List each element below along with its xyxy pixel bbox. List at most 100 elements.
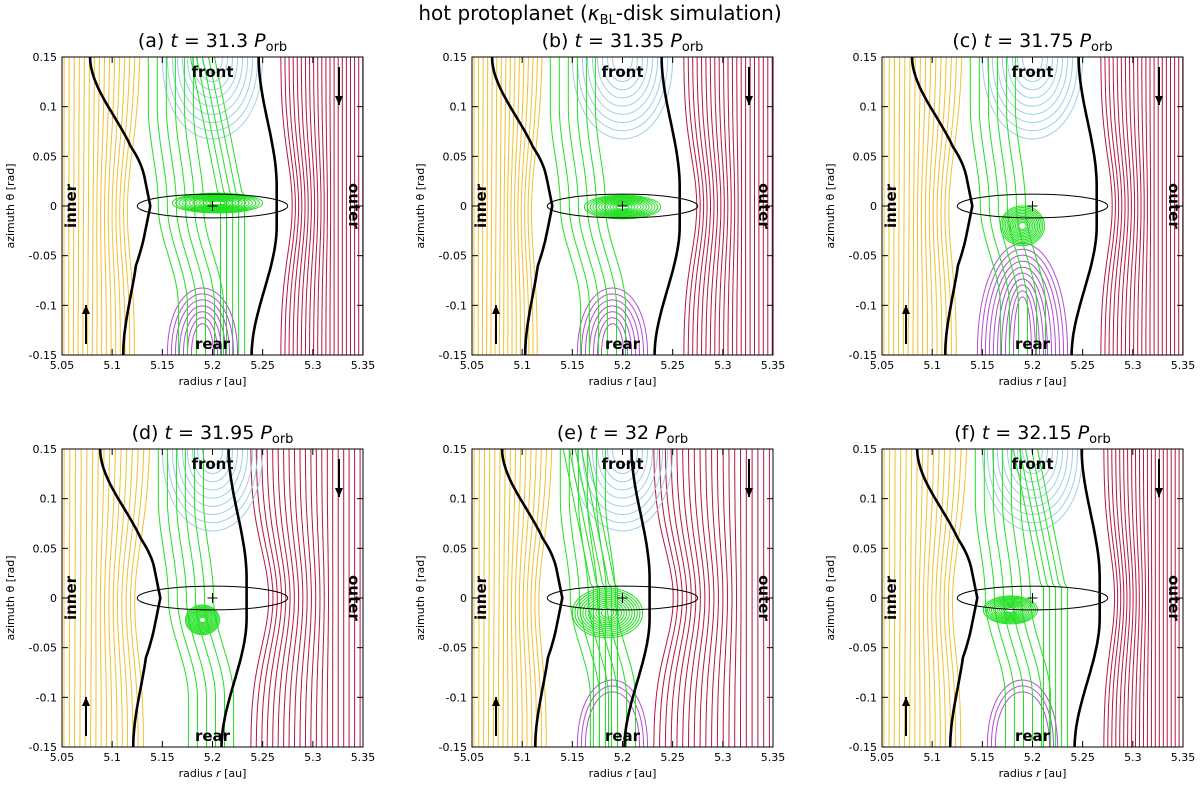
hill-sphere-ellipse: [956, 585, 1109, 611]
front-streamline: [1016, 57, 1049, 83]
front-streamline: [196, 449, 229, 475]
outer-streamline: [723, 57, 729, 355]
bound-circulation-line: [182, 194, 254, 212]
outer-streamline: [696, 57, 708, 355]
y-axis-label: azimuth θ [rad]: [414, 555, 427, 640]
green-streamline: [567, 57, 599, 355]
green-streamline: [156, 57, 188, 355]
inner-streamline: [920, 57, 927, 355]
streamlines: [473, 449, 770, 747]
bound-circulation-line: [579, 593, 636, 633]
front-green-streamline: [1025, 449, 1057, 747]
outer-streamline: [705, 57, 715, 355]
y-tick-label: 0.05: [853, 150, 878, 163]
front-streamline: [606, 57, 639, 83]
inner-streamline: [893, 57, 895, 355]
outer-streamline: [296, 57, 306, 355]
bound-circulation-line: [205, 200, 230, 207]
green-streamline: [987, 57, 1019, 355]
x-tick-label: 5.05: [50, 359, 75, 372]
y-tick-label: -0.05: [849, 250, 877, 263]
x-tick-label: 5.15: [560, 359, 585, 372]
outer-streamline: [1123, 449, 1131, 747]
outer-streamline: [676, 449, 692, 747]
inner-streamline: [119, 57, 131, 355]
bound-circulation-line: [585, 596, 630, 629]
inner-streamline: [108, 449, 116, 747]
separatrix-right: [1070, 57, 1098, 355]
y-tick-label: -0.1: [856, 299, 877, 312]
y-axis-label: azimuth θ [rad]: [824, 163, 837, 248]
inner-streamline: [125, 449, 139, 747]
inner-streamline: [914, 449, 918, 747]
outer-streamline: [1135, 449, 1140, 747]
outer-streamline: [1139, 449, 1143, 747]
outer-streamline: [1120, 57, 1129, 355]
outer-streamline: [1115, 449, 1125, 747]
outer-streamline: [699, 449, 710, 747]
x-axis-label: radius r [au]: [999, 767, 1067, 780]
arrow-up-icon: [82, 697, 90, 736]
planet-marker: [207, 201, 218, 211]
rear-streamline: [1000, 278, 1045, 355]
label-rear: rear: [195, 727, 231, 745]
bound-circulation-line: [587, 598, 628, 628]
hill-sphere-ellipse: [956, 193, 1109, 219]
green-streamline: [193, 449, 225, 747]
y-tick-label: 0.1: [860, 493, 878, 506]
inner-streamline: [518, 449, 527, 747]
outer-streamline: [300, 57, 309, 355]
y-tick-label: -0.1: [36, 299, 57, 312]
arrow-up-icon: [82, 305, 90, 344]
rear-streamline: [980, 248, 1065, 355]
rear-streamline: [584, 299, 641, 355]
y-tick-label: -0.05: [439, 642, 467, 655]
outer-streamline: [272, 449, 287, 747]
hill-sphere-ellipse: [136, 585, 289, 611]
outer-streamline: [693, 449, 706, 747]
x-tick-label: 5.25: [250, 359, 275, 372]
inner-streamline: [117, 449, 128, 747]
y-axis-label: azimuth θ [rad]: [824, 555, 837, 640]
inner-streamline: [952, 449, 968, 747]
green-streamline: [1005, 57, 1037, 355]
green-streamline: [586, 449, 618, 747]
inner-streamline: [522, 449, 532, 747]
y-tick-label: 0.05: [443, 150, 468, 163]
front-streamline: [1016, 449, 1049, 475]
inner-streamline: [897, 57, 901, 355]
outer-streamline: [1108, 57, 1120, 355]
x-axis-label: radius r [au]: [589, 375, 657, 388]
outer-streamline: [292, 57, 303, 355]
x-tick-label: 5.2: [1024, 359, 1042, 372]
label-front: front: [601, 455, 643, 473]
y-tick-label: 0.1: [40, 493, 58, 506]
arrow-down-icon: [1155, 67, 1163, 105]
outer-streamline: [1131, 449, 1137, 747]
outer-streamline: [1127, 449, 1134, 747]
panel-e: (e) t = 32 Porb front rear inner outer 5.05 5.…: [414, 422, 785, 780]
inner-streamline: [497, 449, 501, 747]
green-streamline: [549, 57, 581, 355]
x-tick-label: 5.15: [150, 751, 175, 764]
arrow-down-icon: [745, 67, 753, 105]
y-tick-label: 0: [460, 200, 467, 213]
outer-streamline: [310, 449, 317, 747]
bound-circulation-line: [598, 199, 647, 215]
y-tick-label: 0.05: [33, 542, 58, 555]
y-axis-label: azimuth θ [rad]: [4, 163, 17, 248]
x-tick-label: 5.35: [351, 359, 376, 372]
label-front: front: [191, 63, 233, 81]
green-streamline: [996, 57, 1028, 355]
outer-streamline: [321, 57, 325, 355]
inner-streamline: [531, 57, 543, 355]
y-tick-label: -0.05: [849, 642, 877, 655]
bound-circulation-line: [198, 616, 206, 623]
inner-streamline: [111, 57, 121, 355]
x-tick-label: 5.05: [50, 751, 75, 764]
y-tick-label: 0: [50, 200, 57, 213]
inner-streamline: [932, 57, 942, 355]
bound-circulation-line: [184, 604, 221, 636]
green-streamline: [558, 57, 590, 355]
inner-streamline: [503, 57, 507, 355]
